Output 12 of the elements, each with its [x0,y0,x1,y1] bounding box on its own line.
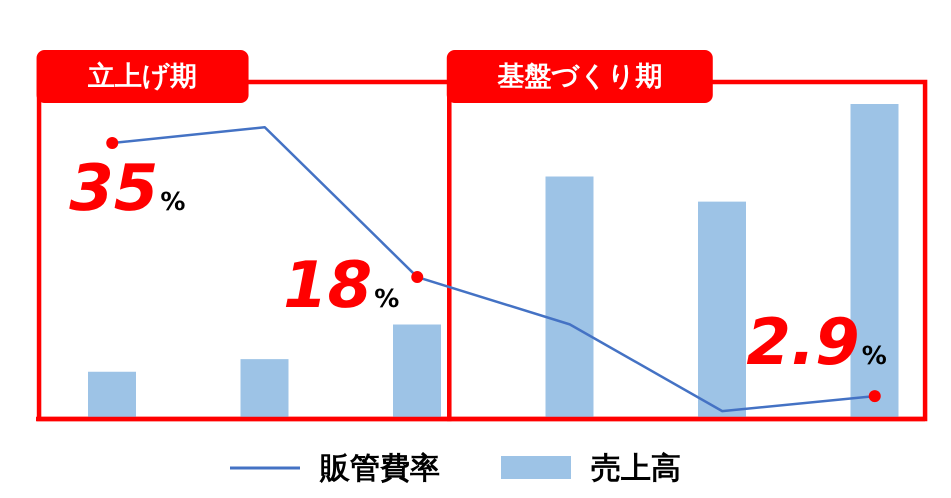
data-label: 18% [283,249,400,324]
bar [546,176,594,419]
bar [393,324,441,419]
bar [698,202,746,419]
text: 基盤づくり期 [496,61,662,92]
bar [240,359,288,419]
legend-label: 販管費率 [320,450,440,488]
bar [88,372,136,419]
text: 立上げ期 [87,61,198,92]
data-label: 2.9% [746,306,887,380]
data-label: 35% [69,152,186,226]
legend-label: 売上高 [591,450,681,488]
